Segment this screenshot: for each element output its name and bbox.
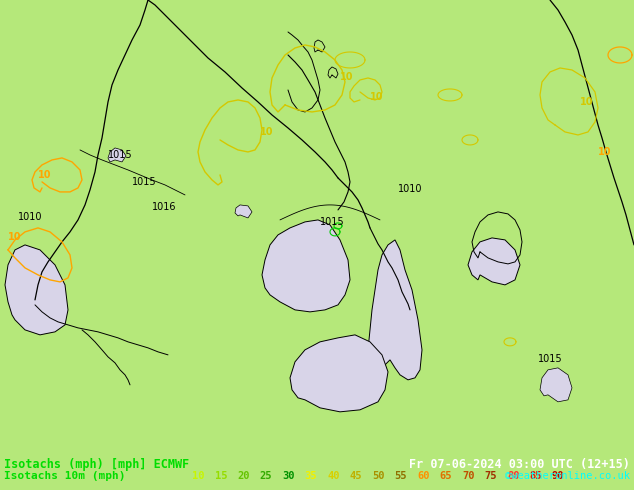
Text: 1015: 1015	[320, 217, 345, 227]
Polygon shape	[262, 220, 350, 312]
Text: 15: 15	[214, 471, 227, 481]
Text: 10: 10	[8, 232, 22, 242]
Text: 10: 10	[598, 147, 612, 157]
Polygon shape	[108, 148, 126, 162]
Text: 30: 30	[282, 471, 295, 481]
Text: Fr 07-06-2024 03:00 UTC (12+15): Fr 07-06-2024 03:00 UTC (12+15)	[409, 458, 630, 471]
Text: 10: 10	[370, 92, 384, 102]
Polygon shape	[290, 335, 388, 412]
Polygon shape	[5, 245, 68, 335]
Text: 35: 35	[304, 471, 317, 481]
Text: 1015: 1015	[538, 354, 562, 364]
Text: 55: 55	[394, 471, 407, 481]
Polygon shape	[540, 368, 572, 402]
Text: 75: 75	[484, 471, 497, 481]
Polygon shape	[468, 238, 520, 285]
Text: 10: 10	[192, 471, 205, 481]
Text: 1010: 1010	[18, 212, 42, 222]
Text: 10: 10	[580, 97, 593, 107]
Text: 45: 45	[349, 471, 362, 481]
Text: ©weatheronline.co.uk: ©weatheronline.co.uk	[505, 471, 630, 481]
Text: 1015: 1015	[108, 150, 133, 160]
Text: 80: 80	[507, 471, 519, 481]
Text: 20: 20	[237, 471, 250, 481]
Text: 65: 65	[439, 471, 452, 481]
Text: 40: 40	[327, 471, 339, 481]
Text: 1015: 1015	[132, 177, 157, 187]
Polygon shape	[235, 205, 252, 218]
Text: 85: 85	[529, 471, 542, 481]
Text: Isotachs (mph) [mph] ECMWF: Isotachs (mph) [mph] ECMWF	[4, 458, 190, 471]
Text: Isotachs 10m (mph): Isotachs 10m (mph)	[4, 471, 126, 481]
Text: 1010: 1010	[398, 184, 422, 194]
Text: 1016: 1016	[152, 202, 176, 212]
Text: 10: 10	[260, 127, 273, 137]
Text: 60: 60	[417, 471, 429, 481]
Text: 70: 70	[462, 471, 474, 481]
Text: 10: 10	[340, 72, 354, 82]
Text: 50: 50	[372, 471, 384, 481]
Text: 25: 25	[259, 471, 272, 481]
Text: 90: 90	[552, 471, 564, 481]
Text: 10: 10	[38, 170, 51, 180]
Polygon shape	[368, 240, 422, 380]
